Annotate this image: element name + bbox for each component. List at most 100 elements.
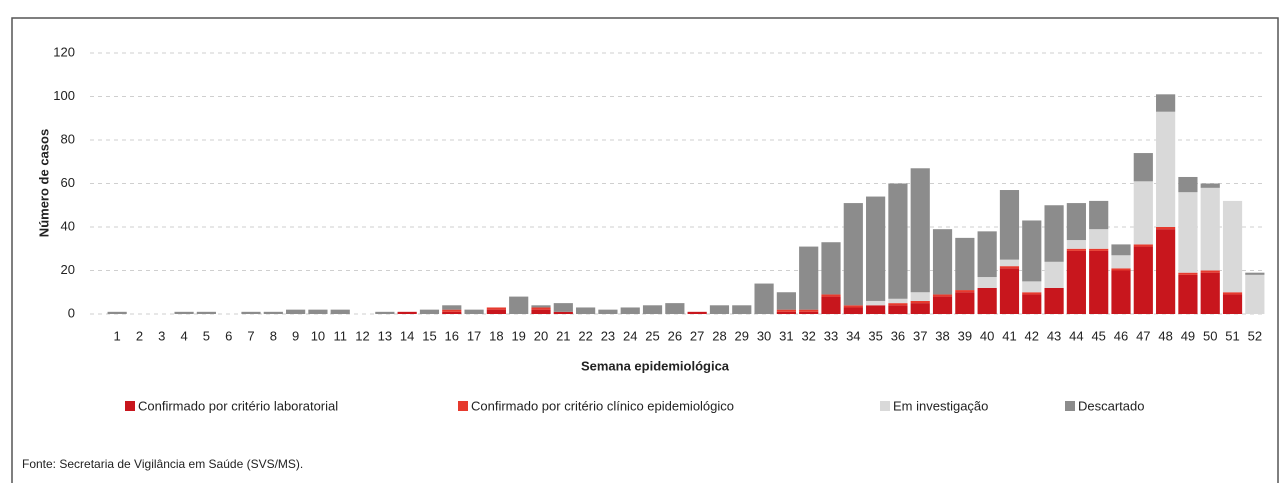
legend-label: Em investigação [893, 398, 988, 413]
bar-segment [241, 311, 261, 314]
bar-segment [442, 305, 462, 310]
x-tick-label: 29 [735, 328, 749, 343]
bar-segment [888, 298, 908, 304]
legend-label: Descartado [1078, 398, 1144, 413]
bar-segment [486, 307, 506, 310]
bar-segment [1222, 294, 1243, 314]
x-tick-label: 26 [668, 328, 682, 343]
x-tick-label: 47 [1136, 328, 1150, 343]
y-tick-label: 120 [53, 44, 75, 59]
bar-segment [999, 268, 1020, 314]
x-tick-label: 50 [1203, 328, 1217, 343]
bar-segment [620, 307, 640, 314]
x-tick-label: 14 [400, 328, 414, 343]
bar-segment [553, 303, 573, 312]
x-tick-label: 52 [1248, 328, 1262, 343]
frame [11, 17, 1279, 488]
source: Fonte: Secretaria de Vigilância em Saúde… [22, 457, 303, 471]
x-tick-label: 18 [489, 328, 503, 343]
bar-segment [1089, 200, 1109, 230]
bar-segment [1156, 111, 1176, 227]
bar-segment [888, 183, 908, 299]
x-axis-label: Semana epidemiológica [581, 358, 730, 373]
bar-segment [419, 309, 440, 314]
legend-swatch [125, 401, 135, 411]
bar-segment [107, 311, 127, 314]
x-tick-label: 46 [1114, 328, 1128, 343]
bar-segment [308, 309, 328, 314]
bar-segment [553, 311, 573, 314]
bar-segment [1156, 229, 1176, 314]
bar-segment [1178, 192, 1198, 273]
bar-segment [888, 305, 908, 314]
bar-segment [509, 296, 529, 314]
bar-segment [1200, 270, 1220, 273]
bar-segment [776, 309, 796, 312]
bar-segment [709, 305, 730, 314]
x-tick-label: 33 [824, 328, 838, 343]
legend-label: Confirmado por critério laboratorial [138, 398, 338, 413]
bar-segment [821, 294, 841, 297]
bar-segment [977, 287, 997, 314]
bar-segment [486, 309, 506, 314]
x-tick-label: 22 [578, 328, 592, 343]
x-tick-label: 17 [467, 328, 481, 343]
bar-segment [397, 311, 417, 314]
x-tick-label: 37 [913, 328, 927, 343]
x-tick-label: 10 [311, 328, 325, 343]
x-tick-label: 9 [292, 328, 299, 343]
bar-segment [1089, 250, 1109, 314]
x-tick-label: 32 [801, 328, 815, 343]
x-tick-label: 5 [203, 328, 210, 343]
bar-segment [464, 309, 484, 314]
bar-segment [442, 309, 462, 312]
bar-segment [1200, 183, 1220, 188]
legend-label: Confirmado por critério clínico epidemio… [471, 398, 734, 413]
y-tick-label: 20 [61, 262, 75, 277]
bar-segment [531, 307, 551, 310]
bar-segment [999, 190, 1020, 260]
bar-segment [910, 292, 930, 301]
bar-segment [799, 309, 819, 312]
bar-segment [843, 203, 863, 306]
x-tick-label: 3 [158, 328, 165, 343]
x-tick-label: 40 [980, 328, 994, 343]
x-tick-label: 48 [1158, 328, 1172, 343]
bar-segment [1022, 292, 1042, 295]
x-tick-label: 11 [333, 328, 347, 343]
bar-segment [1066, 248, 1086, 251]
bar-segment [1066, 250, 1086, 314]
bar-segment [1111, 255, 1131, 269]
bar-segment [776, 292, 796, 310]
bar-segment [1111, 270, 1131, 314]
x-tick-label: 39 [958, 328, 972, 343]
x-tick-label: 4 [180, 328, 187, 343]
bar-segment [1111, 268, 1131, 271]
bar-segment [1066, 240, 1086, 249]
bar-segment [1245, 274, 1265, 314]
bar-segment [576, 307, 596, 314]
bar-segment [866, 300, 886, 306]
bar-segment [1222, 200, 1243, 293]
bar-segment [1022, 281, 1042, 293]
bar-segment [932, 294, 953, 297]
y-tick-label: 60 [61, 175, 75, 190]
bar-segment [732, 305, 752, 314]
bar-segment [375, 311, 395, 314]
bar-segment [776, 311, 796, 314]
bar-segment [1089, 248, 1109, 251]
x-tick-label: 51 [1225, 328, 1239, 343]
bar-segment [1245, 272, 1265, 275]
bar-segment [955, 237, 975, 291]
bar-segment [977, 231, 997, 278]
bar-segment [1133, 246, 1153, 314]
bar-segment [932, 296, 953, 314]
bar-segment [286, 309, 306, 314]
y-tick-label: 100 [53, 88, 75, 103]
bar-segment [910, 300, 930, 304]
bar-segment [1111, 244, 1131, 256]
bar-segment [821, 242, 841, 295]
x-tick-label: 6 [225, 328, 232, 343]
legend-swatch [458, 401, 468, 411]
